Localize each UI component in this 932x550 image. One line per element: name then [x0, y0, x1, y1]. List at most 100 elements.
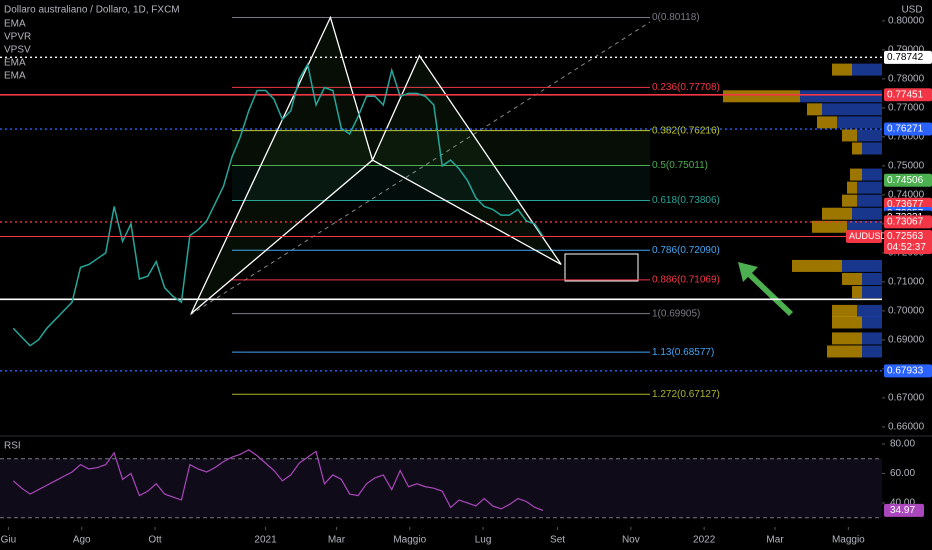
x-tick-label: Nov [622, 535, 640, 546]
rsi-tick-label: 80.00 [890, 439, 915, 450]
indicator-label: VPSV [4, 45, 31, 56]
price-badge-label: 0.67933 [887, 365, 924, 376]
x-tick-label: Set [550, 535, 565, 546]
volume-down [837, 116, 882, 129]
volume-up [850, 168, 862, 181]
price-badge-label: 0.73677 [887, 199, 924, 210]
x-tick-label: 2022 [693, 535, 716, 546]
x-tick-label: Ago [73, 535, 91, 546]
rsi-band [0, 458, 882, 518]
fib-label: 0.236(0.77708) [652, 82, 720, 93]
chart-title: Dollaro australiano / Dollaro, 1D, FXCM [4, 5, 180, 16]
volume-up [832, 332, 862, 345]
volume-down [822, 103, 882, 116]
volume-down [857, 129, 882, 142]
x-tick-label: 2021 [254, 535, 277, 546]
volume-up [807, 103, 822, 116]
volume-up [723, 90, 800, 103]
volume-up [852, 142, 862, 155]
x-tick-label: Giu [1, 535, 17, 546]
rsi-badge [884, 503, 924, 517]
volume-up [817, 116, 837, 129]
y-tick-label: 0.69000 [888, 335, 925, 346]
fib-label: 0.886(0.71069) [652, 275, 720, 286]
volume-up [832, 304, 857, 317]
rsi-last-label: 34.97 [890, 505, 915, 516]
volume-down [852, 207, 882, 220]
target-box [564, 253, 639, 282]
pattern-line [190, 159, 562, 315]
price-badge [884, 364, 932, 378]
x-tick-label: Lug [475, 535, 492, 546]
price-badge [884, 215, 932, 229]
x-tick-label: Mar [766, 535, 784, 546]
fib-label: 0.382(0.76216) [652, 125, 720, 136]
symbol-label: AUDUSD [849, 231, 888, 241]
indicator-label: VPVR [4, 32, 31, 43]
volume-up [792, 259, 842, 272]
fib-label: 0(0.80118) [652, 12, 700, 23]
countdown-label: 04:52:37 [887, 242, 926, 253]
fib-label: 0.618(0.73806) [652, 195, 720, 206]
volume-down [857, 194, 882, 207]
last-price-label: 0.72563 [887, 231, 924, 242]
volume-down [862, 316, 882, 329]
volume-down [857, 304, 882, 317]
price-badge [884, 50, 932, 64]
y-tick-label: 0.66000 [888, 422, 925, 433]
volume-down [862, 345, 882, 358]
y-tick-label: 0.76000 [888, 132, 925, 143]
rsi-tick-label: 40.00 [890, 498, 915, 509]
price-line [12, 62, 544, 347]
fib-label: 1.272(0.67127) [652, 389, 720, 400]
price-badge-label: 0.77451 [887, 89, 924, 100]
volume-up [827, 345, 862, 358]
price-badge-label: 0.73067 [887, 217, 924, 228]
rsi-tick-label: 60.00 [890, 468, 915, 479]
y-tick-label: 0.77000 [888, 103, 925, 114]
y-tick-label: 0.79000 [888, 45, 925, 56]
y-tick-label: 0.70000 [888, 306, 925, 317]
pattern-triangle [191, 17, 373, 314]
x-tick-label: Maggio [832, 535, 865, 546]
volume-down [862, 332, 882, 345]
volume-up [822, 207, 852, 220]
volume-up [847, 181, 857, 194]
fib-label: 1.13(0.68577) [652, 347, 714, 358]
indicator-label: EMA [4, 19, 26, 30]
volume-down [862, 168, 882, 181]
volume-up [812, 220, 847, 233]
last-price-badge [884, 230, 932, 255]
symbol-badge [846, 230, 882, 244]
price-badge-label: 0.78742 [887, 52, 924, 63]
volume-down [852, 63, 882, 76]
price-badge [884, 88, 932, 102]
x-tick-label: Maggio [393, 535, 426, 546]
volume-down [842, 259, 882, 272]
fib-band [232, 165, 650, 201]
y-tick-label: 0.78000 [888, 74, 925, 85]
volume-up [832, 316, 862, 329]
indicator-label: EMA [4, 71, 26, 82]
volume-down [862, 286, 882, 299]
volume-up [852, 286, 862, 299]
volume-up [842, 129, 857, 142]
price-badge-label: 0.74506 [887, 175, 924, 186]
volume-down [847, 220, 882, 233]
price-badge-label: 0.76271 [887, 124, 924, 135]
currency-label: USD [901, 5, 922, 16]
volume-down [800, 90, 882, 103]
volume-up [842, 194, 857, 207]
x-tick-label: Ott [148, 535, 162, 546]
y-tick-label: 0.75000 [888, 161, 925, 172]
volume-up [842, 272, 862, 285]
arrow [738, 262, 793, 316]
indicator-label: EMA [4, 58, 26, 69]
price-badge [884, 122, 932, 136]
fib-label: 0.786(0.72090) [652, 245, 720, 256]
x-tick-label: Mar [328, 535, 346, 546]
y-tick-label: 0.80000 [888, 16, 925, 27]
volume-down [857, 181, 882, 194]
